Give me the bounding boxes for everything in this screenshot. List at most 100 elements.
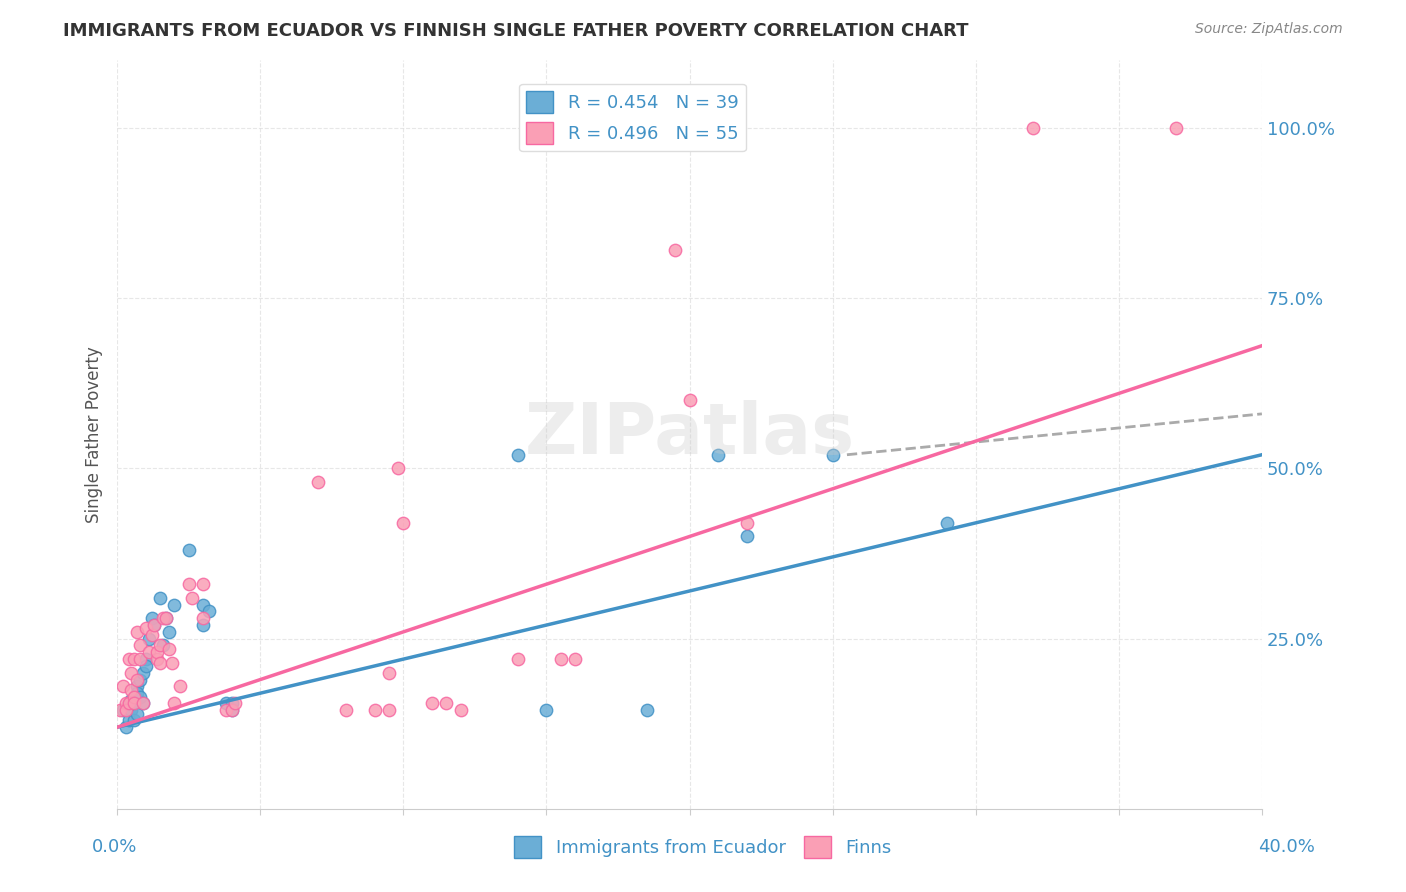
Point bbox=[735, 516, 758, 530]
Point bbox=[177, 543, 200, 558]
Point bbox=[160, 656, 183, 670]
Point bbox=[152, 639, 174, 653]
Text: Source: ZipAtlas.com: Source: ZipAtlas.com bbox=[1195, 22, 1343, 37]
Point bbox=[127, 679, 149, 693]
Point bbox=[707, 448, 730, 462]
Point bbox=[215, 703, 238, 717]
Text: 0.0%: 0.0% bbox=[91, 838, 136, 855]
Point bbox=[191, 577, 214, 591]
Point bbox=[124, 714, 146, 728]
Point bbox=[111, 703, 134, 717]
Point bbox=[378, 665, 401, 680]
Point bbox=[121, 703, 143, 717]
Point bbox=[157, 641, 180, 656]
Point bbox=[221, 703, 243, 717]
Point bbox=[141, 611, 163, 625]
Point bbox=[157, 624, 180, 639]
Point bbox=[155, 611, 177, 625]
Point bbox=[129, 673, 152, 687]
Point bbox=[114, 697, 136, 711]
Point bbox=[127, 673, 149, 687]
Legend: R = 0.454   N = 39, R = 0.496   N = 55: R = 0.454 N = 39, R = 0.496 N = 55 bbox=[519, 84, 745, 151]
Point bbox=[387, 461, 409, 475]
Text: IMMIGRANTS FROM ECUADOR VS FINNISH SINGLE FATHER POVERTY CORRELATION CHART: IMMIGRANTS FROM ECUADOR VS FINNISH SINGL… bbox=[63, 22, 969, 40]
Point bbox=[135, 659, 157, 673]
Point bbox=[117, 714, 139, 728]
Point bbox=[420, 697, 443, 711]
Point bbox=[143, 618, 166, 632]
Y-axis label: Single Father Poverty: Single Father Poverty bbox=[86, 346, 103, 523]
Point bbox=[111, 679, 134, 693]
Point bbox=[129, 652, 152, 666]
Point bbox=[1022, 120, 1045, 135]
Point bbox=[163, 697, 186, 711]
Point bbox=[536, 703, 558, 717]
Point bbox=[434, 697, 457, 711]
Point bbox=[124, 697, 146, 711]
Point bbox=[177, 577, 200, 591]
Point bbox=[146, 652, 169, 666]
Point bbox=[117, 697, 139, 711]
Point bbox=[149, 591, 172, 605]
Point bbox=[821, 448, 844, 462]
Point bbox=[124, 690, 146, 704]
Point bbox=[307, 475, 329, 489]
Point bbox=[127, 686, 149, 700]
Point bbox=[450, 703, 472, 717]
Point bbox=[1164, 120, 1187, 135]
Point bbox=[197, 604, 219, 618]
Point bbox=[127, 624, 149, 639]
Point bbox=[550, 652, 572, 666]
Point bbox=[735, 529, 758, 543]
Point bbox=[191, 598, 214, 612]
Point bbox=[169, 679, 191, 693]
Point bbox=[224, 697, 246, 711]
Point bbox=[191, 611, 214, 625]
Point bbox=[108, 703, 131, 717]
Point bbox=[215, 697, 238, 711]
Point bbox=[121, 682, 143, 697]
Point bbox=[132, 665, 155, 680]
Point bbox=[121, 693, 143, 707]
Point bbox=[135, 622, 157, 636]
Point bbox=[506, 652, 529, 666]
Point bbox=[117, 652, 139, 666]
Point bbox=[141, 628, 163, 642]
Point bbox=[129, 690, 152, 704]
Point bbox=[149, 639, 172, 653]
Point bbox=[124, 697, 146, 711]
Point bbox=[335, 703, 357, 717]
Point bbox=[636, 703, 658, 717]
Point bbox=[392, 516, 415, 530]
Point bbox=[117, 697, 139, 711]
Point bbox=[678, 393, 700, 408]
Point bbox=[191, 618, 214, 632]
Legend: Immigrants from Ecuador, Finns: Immigrants from Ecuador, Finns bbox=[508, 829, 898, 865]
Point bbox=[114, 703, 136, 717]
Point bbox=[124, 652, 146, 666]
Point bbox=[138, 632, 160, 646]
Point bbox=[180, 591, 202, 605]
Point bbox=[378, 703, 401, 717]
Point bbox=[163, 598, 186, 612]
Point bbox=[364, 703, 387, 717]
Text: 40.0%: 40.0% bbox=[1258, 838, 1315, 855]
Point bbox=[146, 645, 169, 659]
Point bbox=[936, 516, 959, 530]
Point bbox=[121, 665, 143, 680]
Point bbox=[664, 244, 686, 258]
Point bbox=[114, 720, 136, 734]
Point bbox=[564, 652, 586, 666]
Point bbox=[221, 697, 243, 711]
Point bbox=[138, 645, 160, 659]
Point bbox=[152, 611, 174, 625]
Text: ZIPatlas: ZIPatlas bbox=[524, 400, 855, 469]
Point bbox=[506, 448, 529, 462]
Point bbox=[127, 706, 149, 721]
Point bbox=[129, 639, 152, 653]
Point bbox=[221, 703, 243, 717]
Point bbox=[135, 652, 157, 666]
Point bbox=[149, 656, 172, 670]
Point bbox=[132, 697, 155, 711]
Point bbox=[143, 618, 166, 632]
